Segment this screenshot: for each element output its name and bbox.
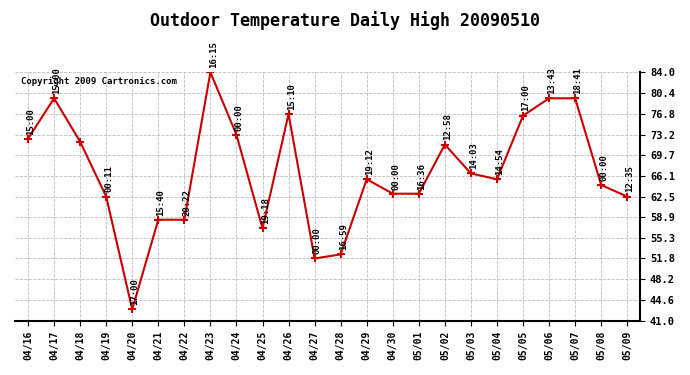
Text: 00:00: 00:00 xyxy=(313,227,322,254)
Text: 15:40: 15:40 xyxy=(157,189,166,216)
Text: 00:00: 00:00 xyxy=(600,154,609,181)
Text: 00:00: 00:00 xyxy=(391,163,400,189)
Text: 16:36: 16:36 xyxy=(417,163,426,189)
Text: 19:12: 19:12 xyxy=(365,148,374,175)
Text: 13:43: 13:43 xyxy=(547,67,556,94)
Text: 12:58: 12:58 xyxy=(443,114,452,140)
Text: 16:15: 16:15 xyxy=(208,41,217,68)
Text: Outdoor Temperature Daily High 20090510: Outdoor Temperature Daily High 20090510 xyxy=(150,11,540,30)
Text: 14:54: 14:54 xyxy=(495,148,504,175)
Text: Copyright 2009 Cartronics.com: Copyright 2009 Cartronics.com xyxy=(21,77,177,86)
Text: 12:35: 12:35 xyxy=(626,165,635,192)
Text: 18:41: 18:41 xyxy=(573,67,582,94)
Text: 16:59: 16:59 xyxy=(339,224,348,250)
Text: 17:00: 17:00 xyxy=(130,278,139,305)
Text: 17:00: 17:00 xyxy=(522,85,531,111)
Text: 14:03: 14:03 xyxy=(469,142,478,169)
Text: 19:18: 19:18 xyxy=(261,197,270,224)
Text: 20:22: 20:22 xyxy=(183,189,192,216)
Text: 15:10: 15:10 xyxy=(287,83,296,110)
Text: 00:11: 00:11 xyxy=(104,165,113,192)
Text: 00:00: 00:00 xyxy=(235,104,244,130)
Text: 15:00: 15:00 xyxy=(26,108,35,135)
Text: 15:00: 15:00 xyxy=(52,67,61,94)
